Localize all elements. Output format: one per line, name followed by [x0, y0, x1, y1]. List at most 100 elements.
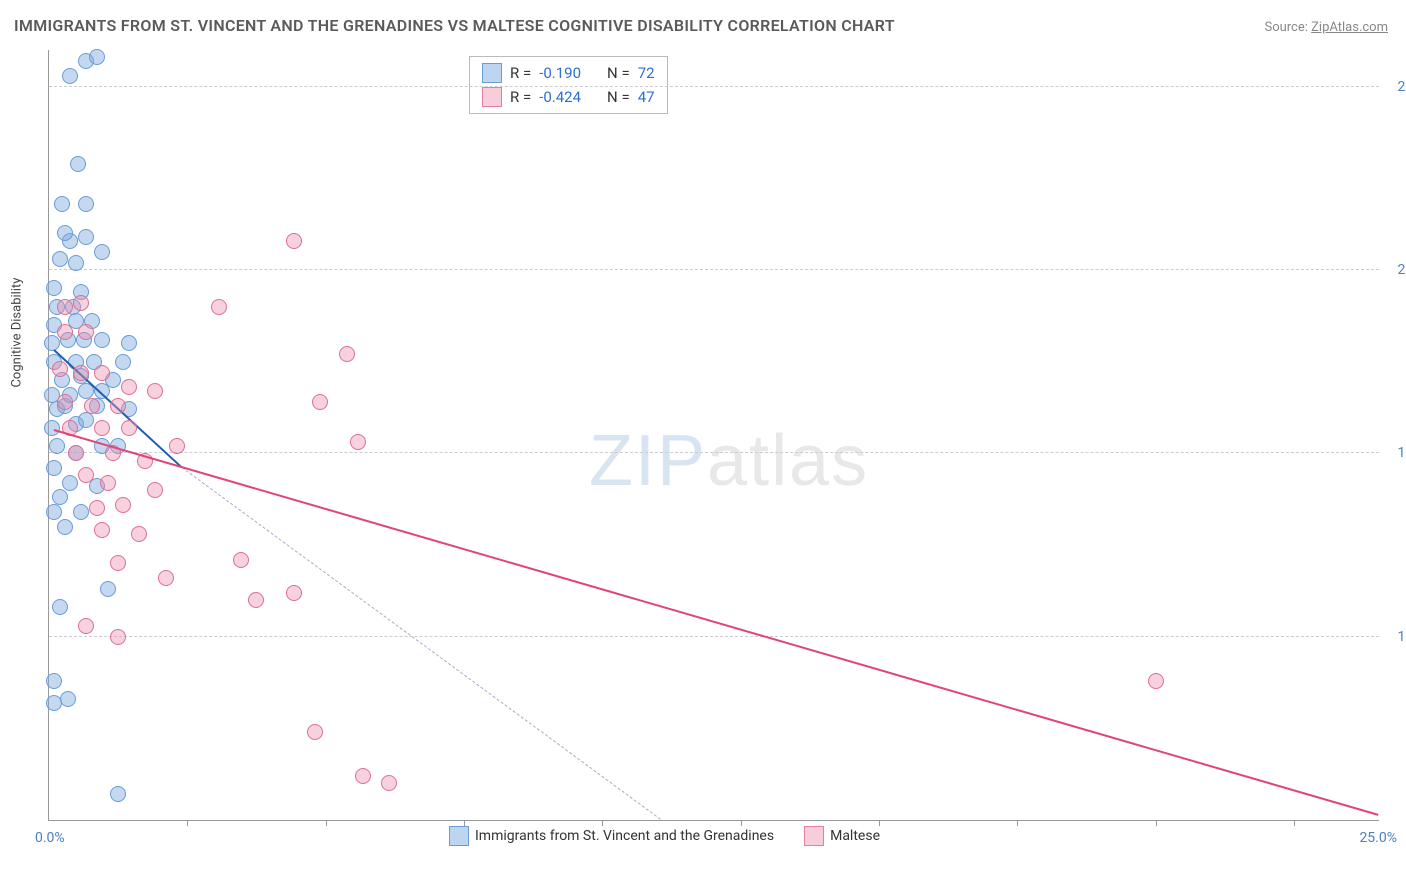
data-point: [78, 618, 94, 634]
series-name: Maltese: [830, 828, 880, 844]
data-point: [355, 768, 371, 784]
x-origin-label: 0.0%: [35, 830, 65, 846]
y-tick-label: 10.0%: [1397, 629, 1406, 645]
data-point: [312, 394, 328, 410]
r-value: -0.190: [539, 64, 581, 82]
data-point: [68, 255, 84, 271]
data-point: [78, 467, 94, 483]
data-point: [54, 196, 70, 212]
x-tick: [1017, 820, 1018, 826]
scatter-chart: Cognitive Disability 0.0% 25.0% ZIPatlas…: [48, 50, 1379, 821]
data-point: [147, 383, 163, 399]
data-point: [94, 244, 110, 260]
data-point: [110, 786, 126, 802]
data-point: [147, 482, 163, 498]
y-tick-label: 15.0%: [1397, 445, 1406, 461]
data-point: [44, 420, 60, 436]
data-point: [73, 504, 89, 520]
data-point: [110, 398, 126, 414]
data-point: [158, 570, 174, 586]
data-point: [62, 68, 78, 84]
stats-row: R = -0.190 N = 72: [482, 61, 655, 85]
data-point: [52, 599, 68, 615]
trend-line-extrapolation: [182, 467, 661, 820]
watermark-bold: ZIP: [589, 421, 707, 501]
data-point: [115, 497, 131, 513]
data-point: [211, 299, 227, 315]
data-point: [94, 522, 110, 538]
series-swatch: [804, 826, 824, 846]
data-point: [49, 438, 65, 454]
data-point: [115, 354, 131, 370]
x-tick: [602, 820, 603, 826]
r-label: R =: [510, 88, 531, 106]
data-point: [78, 324, 94, 340]
data-point: [60, 691, 76, 707]
x-tick: [879, 820, 880, 826]
n-label: N =: [607, 64, 630, 82]
n-label: N =: [607, 88, 630, 106]
watermark-light: atlas: [707, 421, 869, 501]
data-point: [94, 420, 110, 436]
series-legend: Immigrants from St. Vincent and the Gren…: [449, 826, 880, 846]
x-tick: [1156, 820, 1157, 826]
data-point: [350, 434, 366, 450]
data-point: [78, 196, 94, 212]
series-swatch: [449, 826, 469, 846]
data-point: [307, 724, 323, 740]
data-point: [248, 592, 264, 608]
grid-line: 20.0%: [49, 269, 1379, 270]
data-point: [131, 526, 147, 542]
r-label: R =: [510, 64, 531, 82]
data-point: [121, 379, 137, 395]
data-point: [57, 324, 73, 340]
x-tick: [1294, 820, 1295, 826]
x-end-label: 25.0%: [1359, 830, 1397, 846]
data-point: [381, 775, 397, 791]
data-point: [46, 280, 62, 296]
legend-item: Maltese: [804, 826, 880, 846]
x-tick: [326, 820, 327, 826]
data-point: [62, 475, 78, 491]
data-point: [339, 346, 355, 362]
n-value: 47: [638, 88, 655, 106]
data-point: [57, 299, 73, 315]
x-tick: [187, 820, 188, 826]
series-name: Immigrants from St. Vincent and the Gren…: [475, 828, 774, 844]
data-point: [233, 552, 249, 568]
data-point: [169, 438, 185, 454]
data-point: [46, 504, 62, 520]
data-point: [89, 500, 105, 516]
data-point: [44, 335, 60, 351]
data-point: [52, 251, 68, 267]
data-point: [286, 233, 302, 249]
data-point: [110, 629, 126, 645]
data-point: [52, 489, 68, 505]
r-value: -0.424: [539, 88, 581, 106]
data-point: [78, 412, 94, 428]
data-point: [94, 365, 110, 381]
data-point: [57, 225, 73, 241]
data-point: [52, 361, 68, 377]
data-point: [46, 460, 62, 476]
n-value: 72: [638, 64, 655, 82]
source-attribution: Source: ZipAtlas.com: [1264, 20, 1388, 35]
chart-title: IMMIGRANTS FROM ST. VINCENT AND THE GREN…: [14, 16, 895, 35]
data-point: [68, 445, 84, 461]
data-point: [73, 365, 89, 381]
data-point: [84, 398, 100, 414]
data-point: [57, 519, 73, 535]
series-swatch: [482, 63, 502, 83]
data-point: [89, 49, 105, 65]
y-axis-label: Cognitive Disability: [10, 278, 25, 388]
watermark: ZIPatlas: [589, 420, 869, 502]
stats-row: R = -0.424 N = 47: [482, 85, 655, 109]
y-tick-label: 25.0%: [1397, 79, 1406, 95]
data-point: [121, 420, 137, 436]
data-point: [100, 475, 116, 491]
data-point: [286, 585, 302, 601]
data-point: [70, 156, 86, 172]
source-link[interactable]: ZipAtlas.com: [1311, 20, 1388, 35]
grid-line: 25.0%: [49, 86, 1379, 87]
data-point: [78, 229, 94, 245]
